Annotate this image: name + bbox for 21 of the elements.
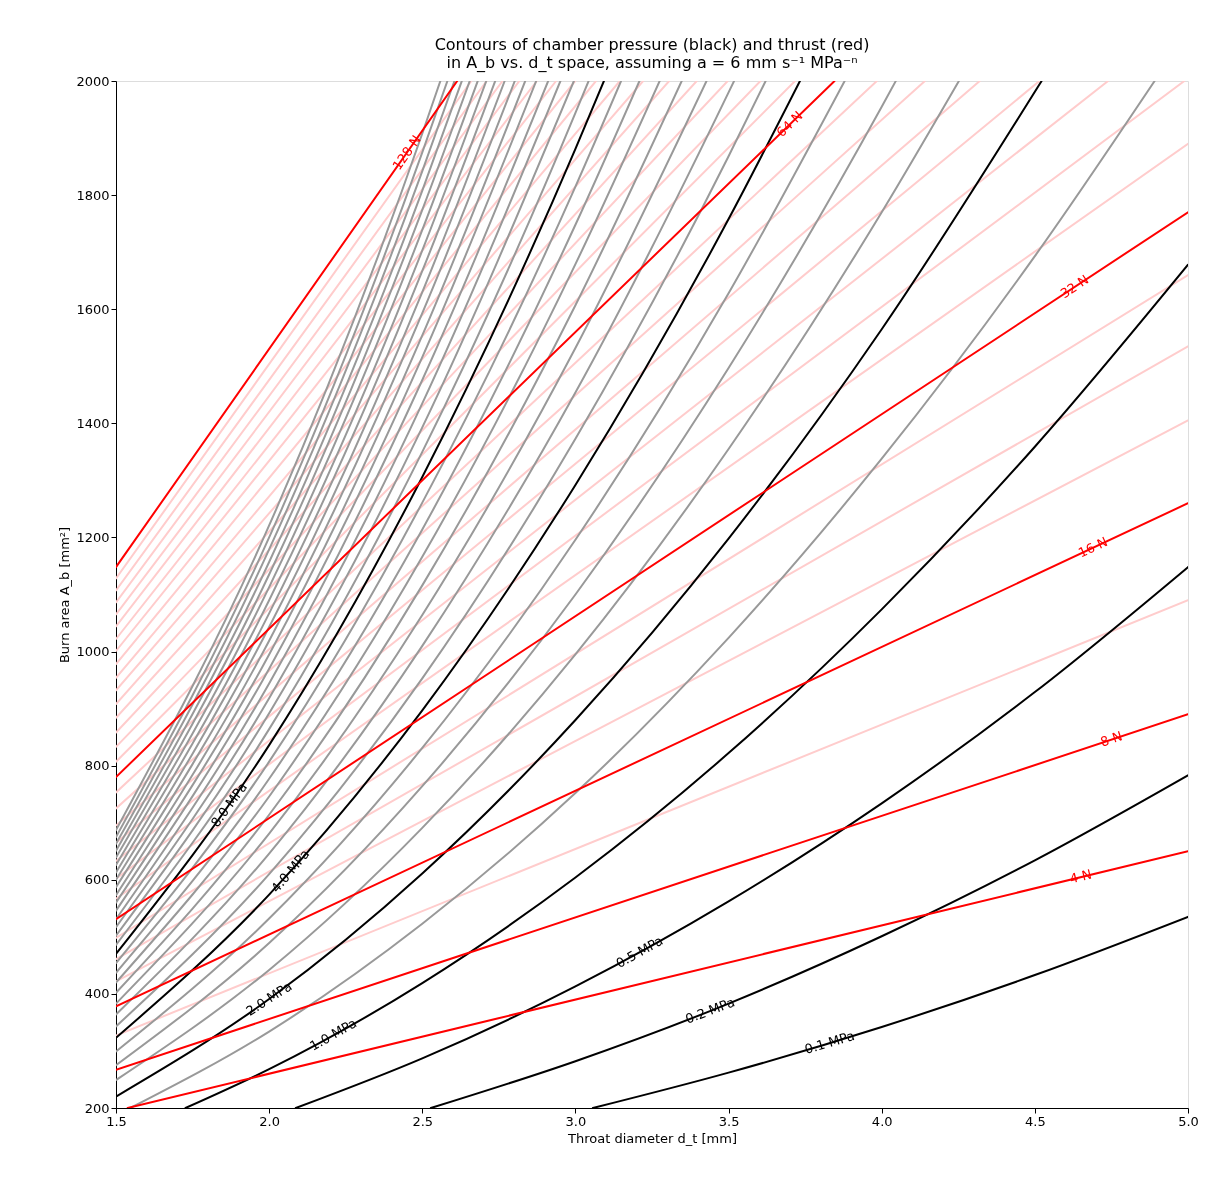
y-tick-label: 2000 [76, 73, 110, 89]
y-tick-label: 1600 [76, 301, 110, 317]
y-tick-label: 1000 [76, 644, 110, 660]
x-tick-label: 2.0 [259, 1113, 280, 1129]
y-tick-label: 1200 [76, 529, 110, 545]
y-tick-label: 1400 [76, 415, 110, 431]
chart-title: Contours of chamber pressure (black) and thrust (red) in A_b vs. d_t space, assuming a = 6 mm s⁻¹ MPa⁻ⁿ [434, 35, 870, 73]
x-tick-label: 4.5 [1025, 1113, 1046, 1129]
y-axis-title: Burn area A_b [mm²] [57, 526, 73, 664]
y-tick-label: 800 [84, 758, 110, 774]
x-tick-label: 2.5 [412, 1113, 434, 1129]
y-tick-label: 1800 [76, 187, 110, 203]
y-tick-label: 200 [84, 1100, 110, 1116]
x-tick-label: 3.5 [718, 1113, 740, 1129]
x-tick-label: 5.0 [1178, 1113, 1199, 1129]
x-tick-label: 4.0 [871, 1113, 893, 1129]
y-tick-label: 600 [84, 872, 110, 888]
y-tick-label: 400 [84, 986, 110, 1002]
x-axis-title: Throat diameter d_t [mm] [567, 1130, 737, 1146]
x-tick-label: 3.0 [565, 1113, 587, 1129]
x-tick-label: 1.5 [106, 1113, 127, 1129]
